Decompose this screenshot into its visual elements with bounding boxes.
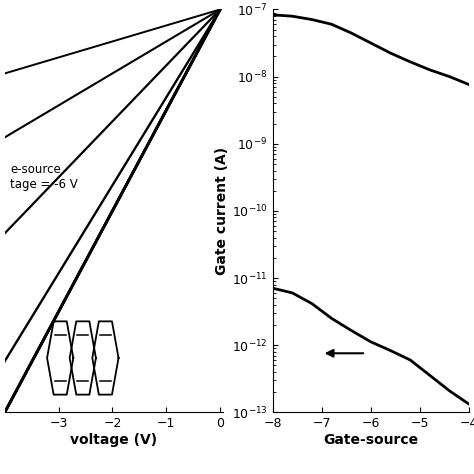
X-axis label: voltage (V): voltage (V) <box>70 433 157 447</box>
Text: e-source
tage = -6 V: e-source tage = -6 V <box>10 163 78 191</box>
Y-axis label: Gate current (A): Gate current (A) <box>215 147 229 275</box>
X-axis label: Gate-source: Gate-source <box>323 433 419 447</box>
